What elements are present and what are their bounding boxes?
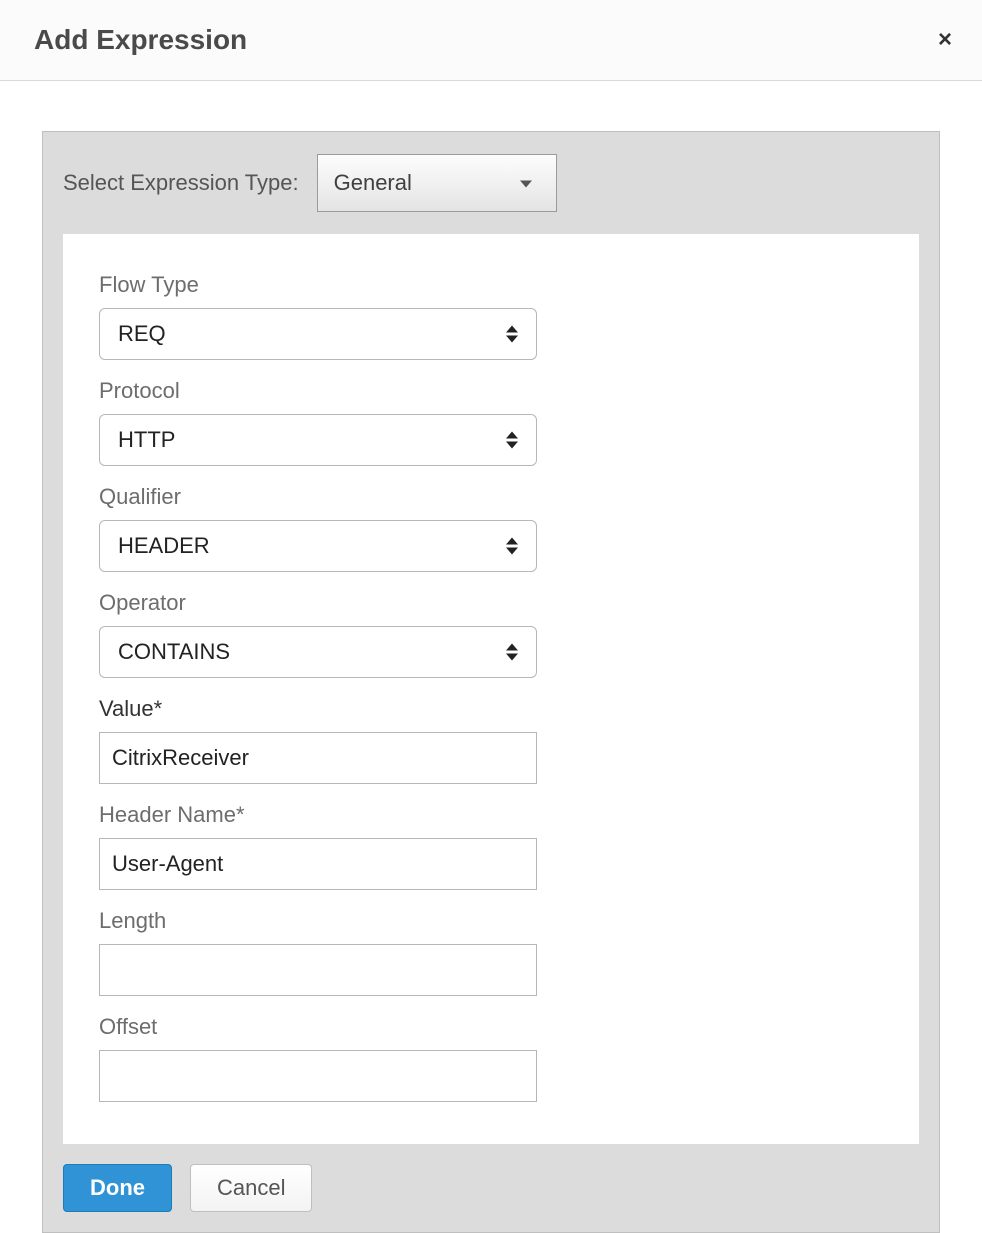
dialog-title: Add Expression: [34, 24, 247, 56]
button-row: Done Cancel: [63, 1164, 919, 1212]
form-panel: Flow Type REQ Protocol HTTP Qualifier HE…: [63, 234, 919, 1144]
operator-select[interactable]: CONTAINS: [99, 626, 537, 678]
done-button[interactable]: Done: [63, 1164, 172, 1212]
operator-field: Operator CONTAINS: [99, 590, 537, 678]
flow-type-field: Flow Type REQ: [99, 272, 537, 360]
header-name-field: Header Name*: [99, 802, 537, 890]
value-field: Value*: [99, 696, 537, 784]
qualifier-select[interactable]: HEADER: [99, 520, 537, 572]
flow-type-value: REQ: [118, 321, 166, 347]
expression-type-select[interactable]: General: [317, 154, 557, 212]
expression-type-label: Select Expression Type:: [63, 170, 299, 196]
flow-type-select[interactable]: REQ: [99, 308, 537, 360]
expression-panel: Select Expression Type: General Flow Typ…: [42, 131, 940, 1233]
length-field: Length: [99, 908, 537, 996]
expression-type-row: Select Expression Type: General: [63, 154, 919, 212]
sort-arrows-icon: [506, 644, 518, 661]
qualifier-field: Qualifier HEADER: [99, 484, 537, 572]
offset-input[interactable]: [99, 1050, 537, 1102]
qualifier-value: HEADER: [118, 533, 210, 559]
flow-type-label: Flow Type: [99, 272, 537, 298]
close-icon[interactable]: ×: [938, 28, 952, 52]
protocol-label: Protocol: [99, 378, 537, 404]
cancel-button[interactable]: Cancel: [190, 1164, 312, 1212]
chevron-down-icon: [520, 181, 532, 188]
dialog-header: Add Expression ×: [0, 0, 982, 81]
expression-type-value: General: [334, 170, 412, 196]
sort-arrows-icon: [506, 326, 518, 343]
qualifier-label: Qualifier: [99, 484, 537, 510]
protocol-select[interactable]: HTTP: [99, 414, 537, 466]
header-name-input[interactable]: [99, 838, 537, 890]
operator-value: CONTAINS: [118, 639, 230, 665]
sort-arrows-icon: [506, 538, 518, 555]
length-input[interactable]: [99, 944, 537, 996]
protocol-field: Protocol HTTP: [99, 378, 537, 466]
header-name-label: Header Name*: [99, 802, 537, 828]
value-input[interactable]: [99, 732, 537, 784]
value-label: Value*: [99, 696, 537, 722]
protocol-value: HTTP: [118, 427, 175, 453]
operator-label: Operator: [99, 590, 537, 616]
offset-label: Offset: [99, 1014, 537, 1040]
sort-arrows-icon: [506, 432, 518, 449]
length-label: Length: [99, 908, 537, 934]
offset-field: Offset: [99, 1014, 537, 1102]
